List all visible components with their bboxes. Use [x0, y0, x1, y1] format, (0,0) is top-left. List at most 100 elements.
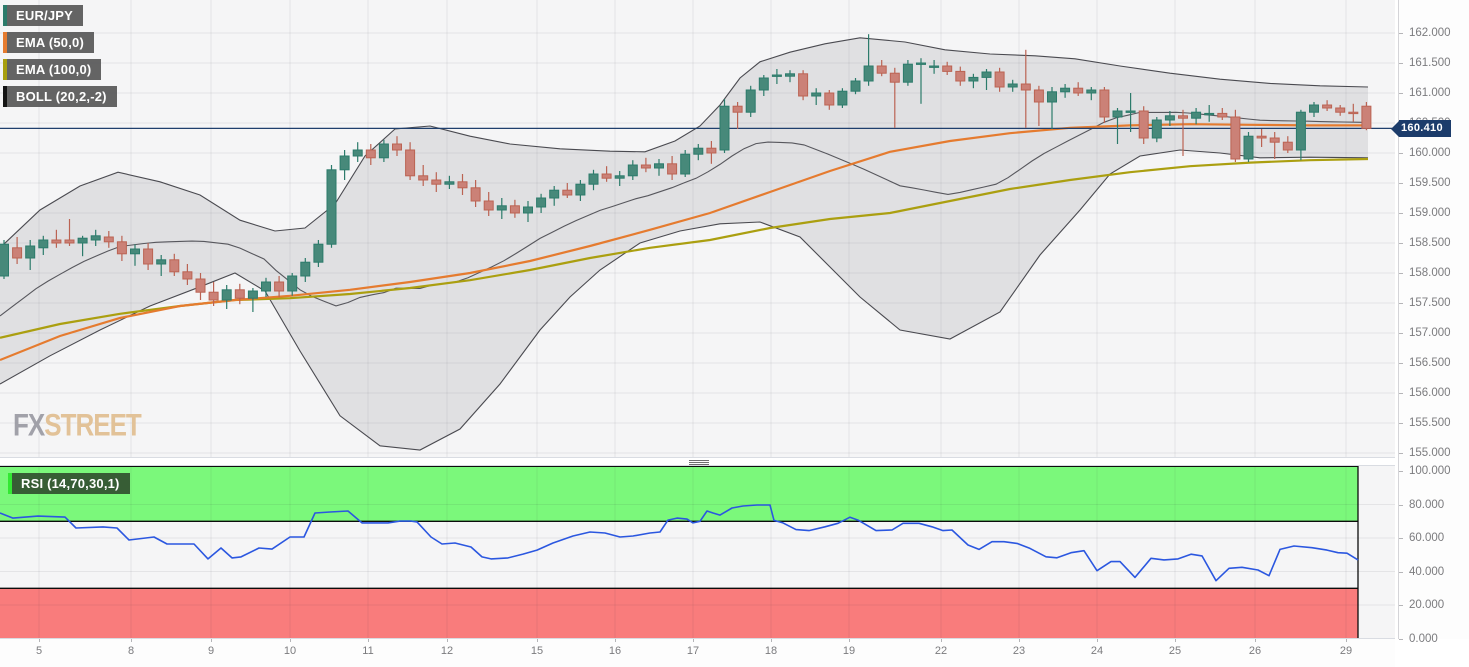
date-axis-tick [771, 639, 772, 642]
ema100-label: EMA (100,0) [16, 62, 92, 77]
date-axis-label: 26 [1248, 645, 1262, 657]
date-axis-tick [211, 639, 212, 642]
panel-divider [0, 457, 1395, 466]
current-price-badge: 160.410 [1391, 120, 1451, 137]
rsi-axis-tick [1399, 505, 1403, 506]
date-axis-label: 5 [35, 645, 43, 657]
date-axis-tick [693, 639, 694, 642]
price-axis-tick [1399, 273, 1403, 274]
price-axis-tick [1399, 423, 1403, 424]
rsi-axis-tick [1399, 538, 1403, 539]
chart-plot-area[interactable] [0, 0, 1395, 639]
price-axis-tick [1399, 243, 1403, 244]
price-axis-tick [1399, 393, 1403, 394]
rsi-axis-tick [1399, 605, 1403, 606]
price-axis-tick [1399, 303, 1403, 304]
legend-item-symbol[interactable]: EUR/JPY [3, 5, 84, 26]
legend-item-ema50[interactable]: EMA (50,0) [3, 32, 94, 53]
price-axis-label: 155.500 [1409, 417, 1451, 429]
date-axis-tick [131, 639, 132, 642]
rsi-axis-label: 80.000 [1409, 499, 1445, 511]
ema100-color-swatch [3, 59, 7, 80]
price-badge-arrow-icon [1391, 120, 1399, 137]
rsi-axis-tick [1399, 639, 1403, 640]
fxstreet-watermark: FXSTREET [13, 406, 142, 444]
date-axis-tick [1346, 639, 1347, 642]
current-price-value: 160.410 [1399, 120, 1451, 137]
watermark-fx: FX [13, 406, 45, 443]
date-axis-tick [447, 639, 448, 642]
date-axis-label: 8 [127, 645, 135, 657]
rsi-axis-label: 60.000 [1409, 532, 1445, 544]
legend-item-boll[interactable]: BOLL (20,2,-2) [3, 86, 117, 107]
date-axis-label: 18 [764, 645, 778, 657]
date-axis-label: 19 [842, 645, 856, 657]
rsi-axis-label: 20.000 [1409, 599, 1445, 611]
panel-resize-grip[interactable] [689, 459, 709, 465]
date-axis-label: 12 [440, 645, 454, 657]
date-axis-tick [1255, 639, 1256, 642]
symbol-color-swatch [3, 5, 7, 26]
date-axis-label: 23 [1012, 645, 1026, 657]
date-axis-label: 24 [1090, 645, 1104, 657]
legend-rsi: RSI (14,70,30,1) [8, 473, 130, 500]
date-axis-tick [1175, 639, 1176, 642]
date-axis-label: 25 [1168, 645, 1182, 657]
ema50-label: EMA (50,0) [16, 35, 84, 50]
rsi-axis-label: 100.000 [1409, 465, 1451, 477]
price-axis-label: 161.500 [1409, 57, 1451, 69]
price-axis-label: 162.000 [1409, 27, 1451, 39]
rsi-label: RSI (14,70,30,1) [21, 476, 120, 491]
symbol-label: EUR/JPY [16, 8, 74, 23]
watermark-street: STREET [44, 406, 142, 443]
price-axis-label: 157.500 [1409, 297, 1451, 309]
price-axis-label: 161.000 [1409, 87, 1451, 99]
date-axis-label: 10 [283, 645, 297, 657]
legend: EUR/JPY EMA (50,0) EMA (100,0) BOLL (20,… [3, 5, 117, 113]
rsi-axis-tick [1399, 471, 1403, 472]
price-axis-tick [1399, 213, 1403, 214]
date-axis-tick [368, 639, 369, 642]
price-axis[interactable]: 160.410 162.000 161.500 161.000 160.500 … [1391, 0, 1469, 645]
price-axis-label: 159.500 [1409, 177, 1451, 189]
price-axis-label: 155.000 [1409, 447, 1451, 459]
legend-item-ema100[interactable]: EMA (100,0) [3, 59, 102, 80]
price-axis-label: 160.000 [1409, 147, 1451, 159]
price-axis-tick [1399, 183, 1403, 184]
price-axis-label: 156.000 [1409, 387, 1451, 399]
boll-color-swatch [3, 86, 7, 107]
date-axis-tick [290, 639, 291, 642]
date-axis-tick [615, 639, 616, 642]
date-axis-tick [39, 639, 40, 642]
price-axis-tick [1399, 63, 1403, 64]
date-axis[interactable]: 5 8 9 10 11 12 15 16 17 18 19 22 23 24 2… [0, 639, 1395, 667]
date-axis-tick [1097, 639, 1098, 642]
price-axis-label: 158.000 [1409, 267, 1451, 279]
date-axis-label: 9 [207, 645, 215, 657]
date-axis-label: 17 [686, 645, 700, 657]
price-axis-label: 156.500 [1409, 357, 1451, 369]
date-axis-label: 15 [530, 645, 544, 657]
boll-label: BOLL (20,2,-2) [16, 89, 107, 104]
rsi-axis-label: 0.000 [1409, 633, 1438, 645]
date-axis-label: 22 [934, 645, 948, 657]
date-axis-tick [1019, 639, 1020, 642]
price-axis-tick [1399, 333, 1403, 334]
date-axis-tick [941, 639, 942, 642]
price-axis-label: 159.000 [1409, 207, 1451, 219]
date-axis-label: 11 [362, 645, 374, 657]
rsi-axis-label: 40.000 [1409, 566, 1445, 578]
price-axis-tick [1399, 93, 1403, 94]
date-axis-tick [537, 639, 538, 642]
ema50-color-swatch [3, 32, 7, 53]
price-axis-tick [1399, 453, 1403, 454]
price-axis-label: 158.500 [1409, 237, 1451, 249]
legend-item-rsi[interactable]: RSI (14,70,30,1) [8, 473, 130, 494]
date-axis-tick [849, 639, 850, 642]
date-axis-label: 29 [1339, 645, 1353, 657]
price-axis-tick [1399, 33, 1403, 34]
date-axis-label: 16 [608, 645, 622, 657]
price-axis-tick [1399, 363, 1403, 364]
price-axis-tick [1399, 153, 1403, 154]
